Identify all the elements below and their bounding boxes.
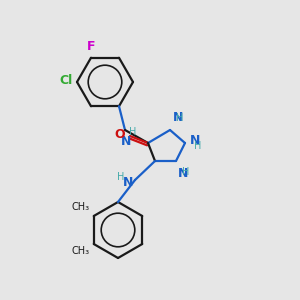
Text: H: H	[194, 141, 202, 151]
Text: CH₃: CH₃	[72, 246, 90, 256]
Text: N: N	[123, 176, 133, 190]
Text: N: N	[173, 111, 183, 124]
Text: N: N	[178, 167, 188, 180]
Text: H: H	[182, 167, 190, 177]
Text: O: O	[114, 128, 125, 140]
Text: H: H	[117, 172, 125, 182]
Text: CH₃: CH₃	[72, 202, 90, 212]
Text: Cl: Cl	[60, 74, 73, 86]
Text: H: H	[129, 127, 137, 137]
Text: N: N	[121, 135, 131, 148]
Text: N: N	[190, 134, 200, 146]
Text: F: F	[87, 40, 95, 53]
Text: H: H	[176, 113, 184, 123]
